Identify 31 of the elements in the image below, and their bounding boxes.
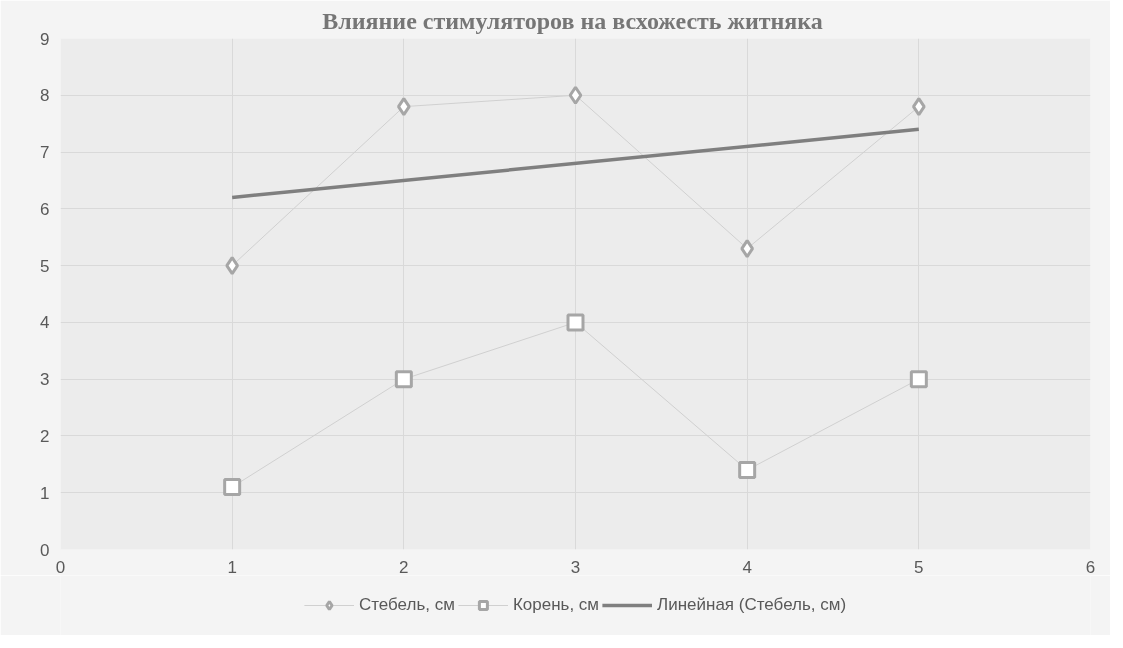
x-tick-label: 5	[914, 557, 924, 577]
y-tick-label: 8	[40, 86, 50, 106]
point	[223, 478, 242, 497]
point	[225, 256, 239, 276]
y-tick-label: 6	[40, 199, 50, 219]
point	[740, 239, 754, 259]
legend-label: Линейная (Стебель, см)	[657, 595, 847, 615]
x-tick-label: 2	[399, 557, 409, 577]
point	[909, 370, 928, 389]
y-tick-label: 0	[40, 540, 50, 560]
legend-label: Стебель, см	[358, 595, 455, 615]
x-tick-label: 0	[55, 557, 66, 577]
x-tick-label: 3	[570, 557, 581, 577]
y-tick-label: 3	[40, 370, 50, 390]
x-tick-label: 1	[227, 557, 237, 577]
x-tick-label: 4	[742, 557, 752, 577]
point	[394, 370, 413, 389]
point	[397, 97, 411, 117]
y-tick-label: 9	[40, 29, 50, 49]
y-tick-label: 4	[40, 313, 50, 333]
legend-label: Корень, см	[512, 595, 600, 615]
point	[912, 97, 926, 117]
y-tick-label: 7	[40, 143, 50, 163]
y-tick-label: 1	[40, 483, 50, 503]
y-tick-label: 5	[40, 256, 50, 276]
point	[738, 461, 757, 480]
point	[568, 85, 583, 105]
chart-title: Влияние стимуляторов на всхожесть житняка	[322, 7, 823, 34]
x-tick-label: 6	[1085, 557, 1096, 577]
point	[566, 313, 585, 332]
y-tick-label: 2	[40, 426, 50, 446]
